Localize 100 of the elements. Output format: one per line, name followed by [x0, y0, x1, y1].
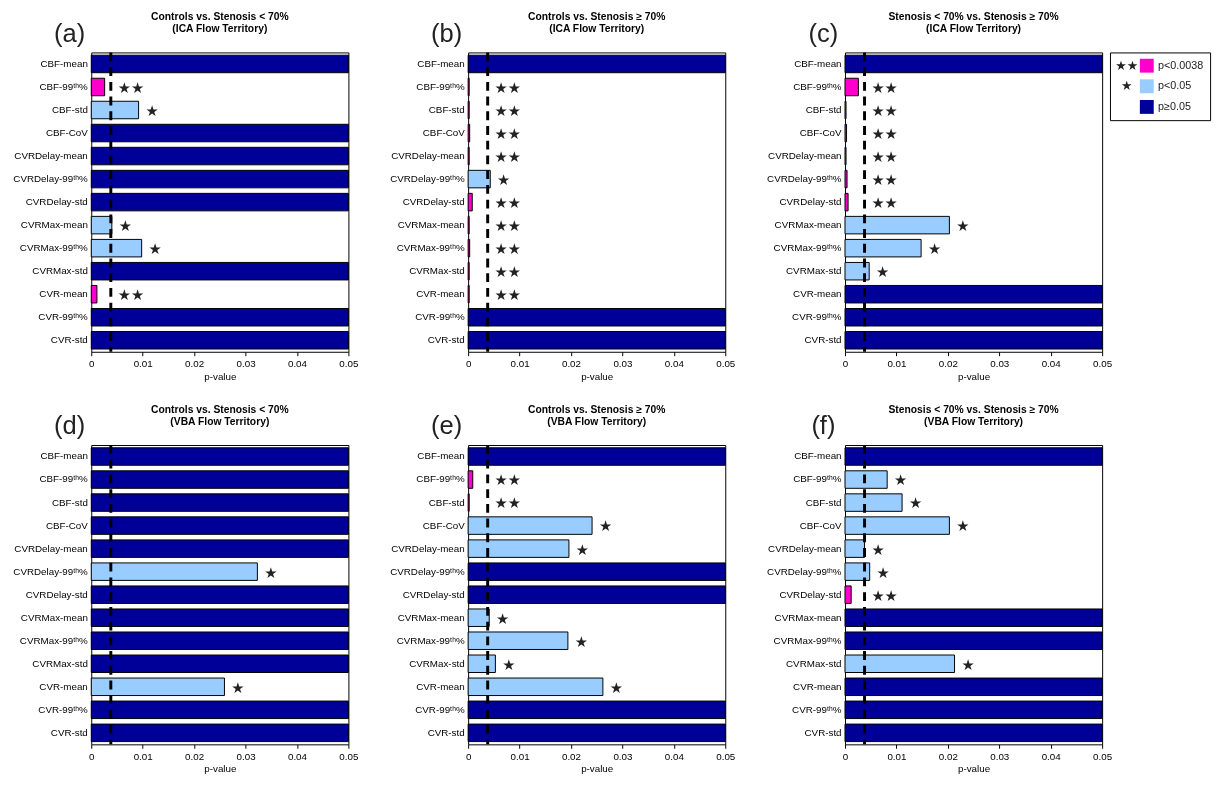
- x-axis-title: p-value: [957, 370, 991, 382]
- y-tick-label: CBF-CoV: [422, 126, 466, 138]
- annotation: ★★: [494, 101, 521, 119]
- text: (c): [808, 18, 839, 47]
- text: ★: [1120, 77, 1133, 93]
- y-tick-label: CVR-99ᵗʰ%: [415, 311, 465, 323]
- y-tick-label: CBF-99ᵗʰ%: [793, 80, 842, 92]
- annotation: ★★: [494, 263, 521, 281]
- y-tick-label: CVRMax-mean: [397, 611, 465, 623]
- x-tick-label: 0.02: [185, 357, 205, 369]
- x-tick-label: 0: [465, 750, 472, 762]
- x-tick-label: 0.01: [887, 357, 907, 369]
- annotation: ★: [956, 517, 970, 535]
- y-tick-label: CBF-99ᵗʰ%: [39, 80, 89, 92]
- x-tick-label: 0: [89, 357, 96, 369]
- y-tick-label: CVRDelay-std: [25, 196, 88, 208]
- y-tick-label: CVRDelay-std: [25, 588, 88, 600]
- x-tick-label: 0.01: [133, 750, 153, 762]
- y-tick-label: CBF-std: [51, 496, 88, 508]
- chart-title: Controls vs. Stenosis < 70%: [151, 403, 289, 415]
- x-tick-label: 0.03: [613, 750, 633, 762]
- x-tick-label: 0.03: [990, 357, 1010, 369]
- y-tick-label: CVRDelay-mean: [768, 150, 842, 162]
- annotation: ★: [876, 563, 890, 581]
- y-tick-label: CVRMax-mean: [774, 219, 842, 231]
- y-tick-label: CBF-mean: [794, 57, 842, 69]
- y-tick-label: CVR-mean: [416, 680, 465, 692]
- x-tick-label: 0.02: [561, 750, 582, 762]
- annotation: ★★: [494, 194, 521, 211]
- chart-title: Stenosis < 70% vs. Stenosis ≥ 70%: [888, 403, 1059, 415]
- y-tick-label: CVRMax-std: [786, 657, 842, 669]
- y-tick-label: CBF-CoV: [45, 126, 89, 138]
- chart-title: Controls vs. Stenosis < 70%: [151, 11, 289, 23]
- x-tick-label: 0.03: [236, 750, 257, 762]
- y-tick-label: CVR-std: [50, 334, 88, 346]
- x-axis-title: p-value: [204, 763, 237, 775]
- annotation: ★: [148, 240, 162, 258]
- y-tick-label: CBF-CoV: [422, 519, 466, 531]
- x-tick-label: 0.04: [287, 750, 308, 762]
- y-tick-label: CVRDelay-mean: [14, 542, 88, 554]
- annotation: ★★: [494, 147, 521, 165]
- y-tick-label: CVRMax-std: [409, 265, 465, 277]
- annotation: ★★: [494, 217, 521, 235]
- x-tick-label: 0.01: [510, 750, 530, 762]
- annotation: ★: [502, 655, 516, 673]
- y-tick-label: CVRMax-mean: [20, 219, 88, 231]
- y-tick-label: CVRDelay-99ᵗʰ%: [390, 565, 465, 577]
- legend-label: p<0.0038: [1158, 58, 1204, 71]
- y-tick-label: CVRDelay-std: [779, 196, 842, 208]
- x-tick-label: 0.02: [561, 357, 582, 369]
- x-axis-title: p-value: [581, 763, 614, 775]
- x-tick-label: 0.01: [510, 357, 530, 369]
- x-tick-label: 0.05: [339, 750, 359, 762]
- y-tick-label: CBF-99ᵗʰ%: [793, 473, 842, 485]
- y-tick-label: CVR-99ᵗʰ%: [38, 311, 89, 323]
- y-tick-label: CVR-mean: [793, 680, 842, 692]
- y-tick-label: CVR-mean: [416, 288, 465, 300]
- annotation: ★★: [871, 194, 898, 211]
- y-tick-label: CVRMax-mean: [774, 611, 842, 623]
- y-tick-label: CVRMax-99ᵗʰ%: [19, 634, 89, 646]
- chart-subtitle: (ICA Flow Territory): [172, 23, 268, 35]
- chart-subtitle: (ICA Flow Territory): [926, 23, 1022, 35]
- y-tick-label: CVRDelay-99ᵗʰ%: [767, 173, 842, 185]
- x-tick-label: 0.03: [236, 357, 257, 369]
- y-tick-label: CVR-99ᵗʰ%: [792, 703, 842, 715]
- annotation: ★: [609, 678, 623, 696]
- y-tick-label: CVRMax-std: [32, 657, 88, 669]
- y-tick-label: CVR-99ᵗʰ%: [38, 703, 89, 715]
- annotation: ★: [264, 563, 278, 581]
- y-tick-label: CVRMax-std: [786, 265, 842, 277]
- y-tick-label: CVRDelay-std: [779, 588, 842, 600]
- annotation: ★: [145, 101, 159, 119]
- annotation: ★★: [871, 147, 898, 165]
- annotation: ★★: [494, 124, 521, 142]
- legend-label: p≥0.05: [1158, 99, 1191, 112]
- x-tick-label: 0.05: [1093, 357, 1113, 369]
- x-tick-label: 0.04: [664, 750, 685, 762]
- annotation: ★: [496, 609, 510, 627]
- y-tick-label: CVRDelay-std: [402, 196, 465, 208]
- annotation: ★: [118, 217, 132, 235]
- x-tick-label: 0.04: [1041, 357, 1062, 369]
- text: (f): [811, 411, 836, 440]
- y-tick-label: CVRMax-std: [32, 265, 88, 277]
- y-tick-label: CVRDelay-mean: [768, 542, 842, 554]
- chart-title: Stenosis < 70% vs. Stenosis ≥ 70%: [888, 11, 1059, 23]
- y-tick-label: CVR-mean: [39, 680, 88, 692]
- annotation: ★: [927, 240, 942, 258]
- y-tick-label: CVR-std: [50, 726, 88, 738]
- x-tick-label: 0.05: [1093, 750, 1113, 762]
- y-tick-label: CVR-std: [427, 726, 465, 738]
- chart-subtitle: (ICA Flow Territory): [549, 23, 645, 35]
- y-tick-label: CBF-mean: [417, 450, 465, 462]
- x-tick-label: 0.03: [990, 750, 1010, 762]
- y-tick-label: CVRMax-99ᵗʰ%: [396, 634, 465, 646]
- y-tick-label: CVRDelay-99ᵗʰ%: [767, 565, 842, 577]
- y-tick-label: CBF-mean: [794, 450, 842, 462]
- y-tick-label: CVR-std: [804, 726, 842, 738]
- annotation: ★★: [117, 78, 145, 96]
- y-tick-label: CBF-mean: [417, 57, 465, 69]
- y-tick-label: CVRDelay-99ᵗʰ%: [390, 173, 465, 185]
